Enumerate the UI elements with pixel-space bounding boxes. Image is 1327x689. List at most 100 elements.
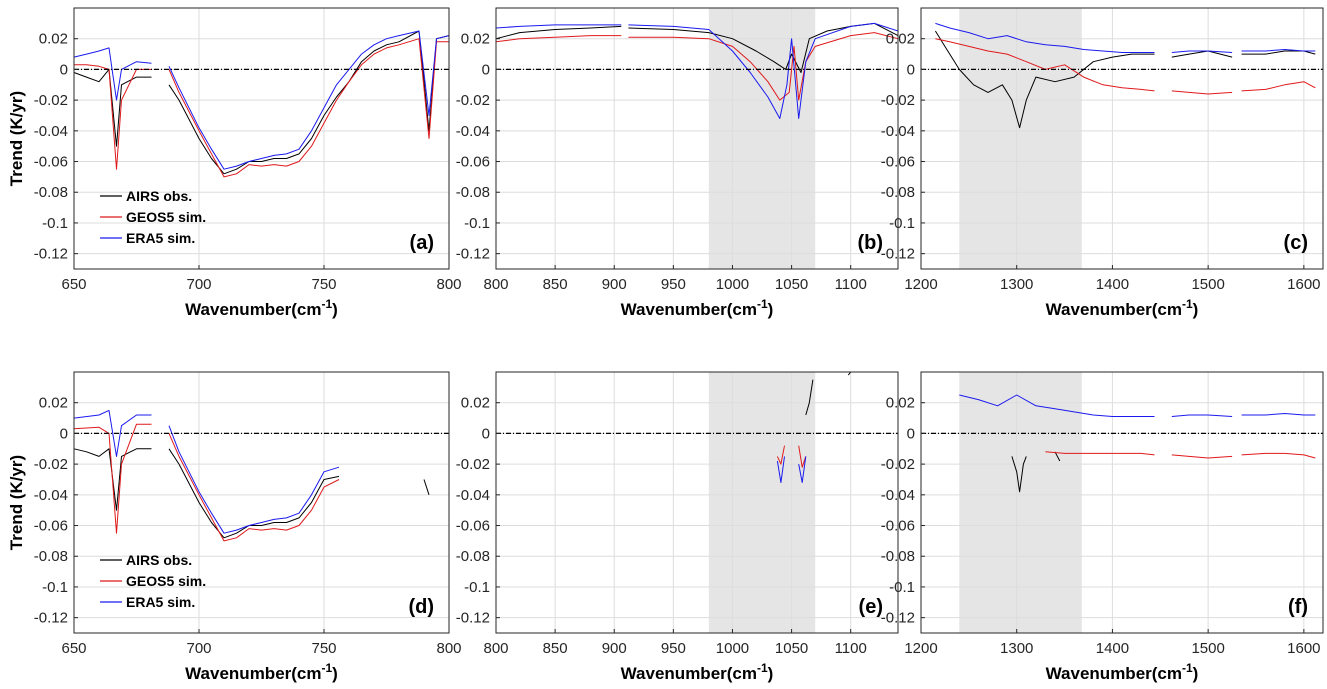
y-tick-label: 0	[907, 425, 915, 442]
y-tick-label: -0.06	[881, 154, 915, 171]
y-tick-label: -0.04	[456, 123, 490, 140]
legend-label-geos: GEOS5 sim.	[126, 209, 206, 225]
panel-d: 650 700 750 800 0.02 0 -0.02 -0.04 -0.06 -0.08 -0.…	[7, 371, 462, 683]
legend: AIRS obs. GEOS5 sim. ERA5 sim.	[100, 188, 206, 246]
axes-frame	[73, 7, 450, 270]
x-tick-label: 950	[661, 276, 686, 293]
x-axis-label-main: Wavenumber(cm	[185, 300, 321, 319]
y-tick-label: -0.06	[34, 518, 68, 535]
series-line-geos	[74, 38, 449, 178]
panel-a: 650 700 750 800 0.02 0 -0.02 -0.04 -0.06 -0.08 -0.…	[7, 7, 462, 319]
y-tick-label: -0.12	[881, 246, 915, 263]
x-axis-label: Wavenumber(cm-1)	[621, 297, 774, 319]
y-tick-label: -0.06	[34, 154, 68, 171]
x-axis-label-superscript: -1	[322, 297, 333, 311]
y-tick-label: -0.04	[34, 123, 68, 140]
x-tick-label: 850	[543, 276, 568, 293]
x-axis-label-tail: )	[1193, 664, 1199, 683]
y-tick-label: -0.12	[34, 246, 68, 263]
series-line-geos	[495, 32, 899, 101]
y-tick-label: -0.1	[42, 579, 68, 596]
y-tick-label: 0.02	[461, 395, 490, 412]
y-tick-label: -0.02	[34, 456, 68, 473]
x-tick-label: 900	[602, 640, 627, 657]
y-tick-label: -0.1	[464, 579, 490, 596]
y-tick-label: 0	[482, 425, 490, 442]
shaded-band	[708, 8, 816, 269]
x-tick-label: 1000	[716, 276, 749, 293]
y-tick-label: -0.08	[34, 184, 68, 201]
x-axis-label-main: Wavenumber(cm	[621, 664, 757, 683]
y-tick-label: 0.02	[886, 31, 915, 48]
x-axis-label: Wavenumber(cm-1)	[1046, 661, 1199, 683]
x-axis-label-tail: )	[768, 300, 774, 319]
x-axis-label-superscript: -1	[1182, 661, 1193, 675]
x-tick-label: 1400	[1096, 276, 1129, 293]
plot-area	[74, 8, 449, 269]
x-tick-label: 1050	[775, 276, 808, 293]
x-tick-label: 750	[311, 276, 336, 293]
y-tick-label: 0	[60, 425, 68, 442]
y-tick-label: -0.08	[34, 548, 68, 565]
y-tick-label: -0.04	[881, 487, 915, 504]
x-axis-label-superscript: -1	[1182, 297, 1193, 311]
axes-frame	[495, 371, 899, 634]
x-axis-label: Wavenumber(cm-1)	[1046, 297, 1199, 319]
series-line-era	[959, 394, 1316, 417]
panel-f: 1200 1300 1400 1500 1600 0.02 0 -0.02 -0.04 -0.06…	[881, 371, 1324, 683]
legend-label-geos: GEOS5 sim.	[126, 573, 206, 589]
panel-label: (b)	[857, 232, 883, 254]
x-tick-label: 1600	[1287, 276, 1320, 293]
panel-label: (f)	[1288, 596, 1308, 618]
series-line-geos	[1045, 451, 1316, 459]
x-tick-label: 650	[61, 276, 86, 293]
x-tick-label: 1600	[1287, 640, 1320, 657]
y-tick-label: -0.04	[456, 487, 490, 504]
y-tick-label: -0.12	[456, 246, 490, 263]
x-axis-label-superscript: -1	[757, 297, 768, 311]
x-tick-label: 1500	[1191, 640, 1224, 657]
x-tick-label: 1050	[775, 640, 808, 657]
legend-label-era: ERA5 sim.	[126, 230, 195, 246]
y-tick-label: -0.1	[42, 215, 68, 232]
series-line-era	[73, 30, 450, 170]
y-tick-label: -0.12	[881, 610, 915, 627]
x-tick-label: 1100	[835, 276, 867, 293]
x-tick-label: 800	[436, 276, 461, 293]
series-line-geos	[73, 423, 340, 542]
series-line-geos	[776, 445, 807, 468]
y-tick-label: -0.04	[881, 123, 915, 140]
series-line-era	[495, 22, 899, 119]
x-tick-label: 950	[661, 640, 686, 657]
y-tick-label: -0.08	[456, 184, 490, 201]
y-tick-label: -0.06	[456, 518, 490, 535]
x-tick-label: 700	[186, 276, 211, 293]
plot-area	[496, 8, 898, 269]
x-tick-label: 1300	[1000, 276, 1033, 293]
x-tick-label: 1400	[1096, 640, 1129, 657]
panel-b: 800 850 900 950 1000 1050 1100 0.02 0 -0.02 -0.04 -…	[456, 7, 899, 319]
y-tick-label: -0.08	[456, 548, 490, 565]
y-tick-label: -0.04	[34, 487, 68, 504]
panel-label: (e)	[859, 596, 883, 618]
x-tick-label: 1200	[904, 640, 937, 657]
y-tick-label: -0.02	[456, 92, 490, 109]
x-axis-label-tail: )	[1193, 300, 1199, 319]
x-axis-label-main: Wavenumber(cm	[185, 664, 321, 683]
y-tick-label: 0.02	[39, 395, 68, 412]
panel-c: 1200 1300 1400 1500 1600 0.02 0 -0.02 -0.04 -0.06…	[881, 7, 1324, 319]
x-axis-label-superscript: -1	[757, 661, 768, 675]
axes-frame	[495, 7, 899, 270]
x-tick-label: 1200	[904, 276, 937, 293]
panel-label: (c)	[1284, 232, 1308, 254]
y-tick-label: 0	[482, 61, 490, 78]
y-tick-label: -0.1	[889, 215, 915, 232]
axes-frame	[73, 371, 450, 634]
y-tick-label: -0.02	[881, 92, 915, 109]
series-line-era	[935, 22, 1316, 53]
legend-label-obs: AIRS obs.	[126, 552, 192, 568]
x-axis-label-main: Wavenumber(cm	[621, 300, 757, 319]
y-tick-label: -0.02	[881, 456, 915, 473]
shaded-band	[708, 372, 816, 633]
